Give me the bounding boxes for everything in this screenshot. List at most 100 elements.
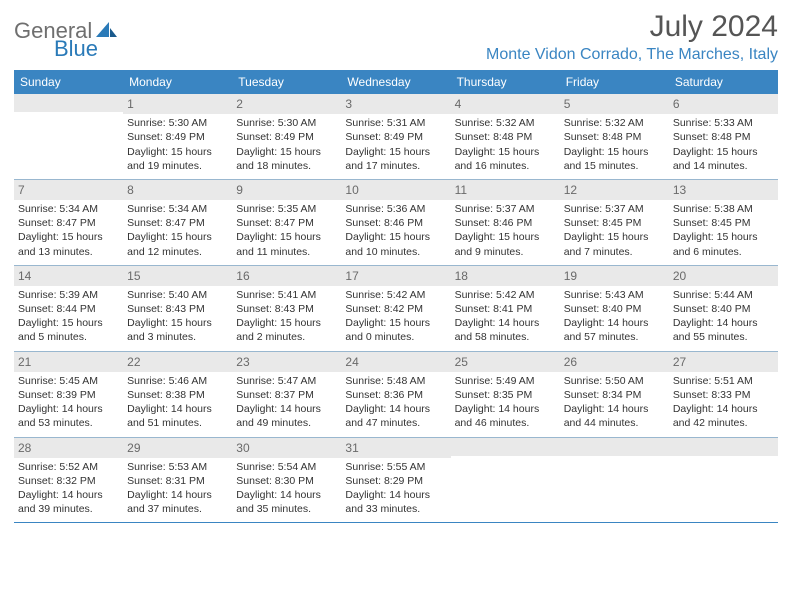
day-cell: 11Sunrise: 5:37 AMSunset: 8:46 PMDayligh… bbox=[451, 179, 560, 265]
day-body: Sunrise: 5:45 AMSunset: 8:39 PMDaylight:… bbox=[18, 374, 119, 431]
week-row: 28Sunrise: 5:52 AMSunset: 8:32 PMDayligh… bbox=[14, 437, 778, 523]
day-cell: 16Sunrise: 5:41 AMSunset: 8:43 PMDayligh… bbox=[232, 265, 341, 351]
sunrise-text: Sunrise: 5:34 AM bbox=[18, 202, 119, 216]
sunset-text: Sunset: 8:49 PM bbox=[236, 130, 337, 144]
sunrise-text: Sunrise: 5:37 AM bbox=[455, 202, 556, 216]
daylight-text: Daylight: 14 hours and 51 minutes. bbox=[127, 402, 228, 430]
day-cell: 14Sunrise: 5:39 AMSunset: 8:44 PMDayligh… bbox=[14, 265, 123, 351]
day-body bbox=[455, 458, 556, 514]
daylight-text: Daylight: 15 hours and 5 minutes. bbox=[18, 316, 119, 344]
daylight-text: Daylight: 14 hours and 42 minutes. bbox=[673, 402, 774, 430]
day-cell bbox=[669, 437, 778, 523]
week-row: 21Sunrise: 5:45 AMSunset: 8:39 PMDayligh… bbox=[14, 351, 778, 437]
empty-day-num bbox=[451, 438, 560, 456]
daylight-text: Daylight: 15 hours and 18 minutes. bbox=[236, 145, 337, 173]
day-number: 29 bbox=[123, 438, 232, 458]
day-number: 23 bbox=[232, 352, 341, 372]
sunrise-text: Sunrise: 5:44 AM bbox=[673, 288, 774, 302]
daylight-text: Daylight: 14 hours and 44 minutes. bbox=[564, 402, 665, 430]
daylight-text: Daylight: 15 hours and 19 minutes. bbox=[127, 145, 228, 173]
sunset-text: Sunset: 8:36 PM bbox=[345, 388, 446, 402]
day-cell: 7Sunrise: 5:34 AMSunset: 8:47 PMDaylight… bbox=[14, 179, 123, 265]
sunrise-text: Sunrise: 5:37 AM bbox=[564, 202, 665, 216]
sunset-text: Sunset: 8:46 PM bbox=[455, 216, 556, 230]
day-number: 8 bbox=[123, 180, 232, 200]
sunset-text: Sunset: 8:48 PM bbox=[455, 130, 556, 144]
sunset-text: Sunset: 8:47 PM bbox=[236, 216, 337, 230]
calendar-table: Sunday Monday Tuesday Wednesday Thursday… bbox=[14, 70, 778, 523]
location-subtitle: Monte Vidon Corrado, The Marches, Italy bbox=[486, 46, 778, 64]
brand-name-2-wrap: Blue bbox=[14, 36, 98, 62]
day-cell: 22Sunrise: 5:46 AMSunset: 8:38 PMDayligh… bbox=[123, 351, 232, 437]
title-block: July 2024 Monte Vidon Corrado, The March… bbox=[486, 10, 778, 64]
sunset-text: Sunset: 8:40 PM bbox=[564, 302, 665, 316]
calendar-body: 1Sunrise: 5:30 AMSunset: 8:49 PMDaylight… bbox=[14, 94, 778, 523]
day-body: Sunrise: 5:36 AMSunset: 8:46 PMDaylight:… bbox=[345, 202, 446, 259]
month-title: July 2024 bbox=[486, 10, 778, 44]
day-number: 27 bbox=[669, 352, 778, 372]
day-body: Sunrise: 5:34 AMSunset: 8:47 PMDaylight:… bbox=[127, 202, 228, 259]
day-body bbox=[673, 458, 774, 514]
week-row: 1Sunrise: 5:30 AMSunset: 8:49 PMDaylight… bbox=[14, 94, 778, 179]
sunset-text: Sunset: 8:43 PM bbox=[236, 302, 337, 316]
sunrise-text: Sunrise: 5:30 AM bbox=[127, 116, 228, 130]
dow-sat: Saturday bbox=[669, 70, 778, 94]
sunset-text: Sunset: 8:42 PM bbox=[345, 302, 446, 316]
day-cell: 30Sunrise: 5:54 AMSunset: 8:30 PMDayligh… bbox=[232, 437, 341, 523]
sunrise-text: Sunrise: 5:31 AM bbox=[345, 116, 446, 130]
sunrise-text: Sunrise: 5:41 AM bbox=[236, 288, 337, 302]
brand-sail-icon bbox=[96, 20, 118, 43]
day-number: 20 bbox=[669, 266, 778, 286]
day-cell: 17Sunrise: 5:42 AMSunset: 8:42 PMDayligh… bbox=[341, 265, 450, 351]
daylight-text: Daylight: 15 hours and 6 minutes. bbox=[673, 230, 774, 258]
day-number: 12 bbox=[560, 180, 669, 200]
day-number: 5 bbox=[560, 94, 669, 114]
day-body: Sunrise: 5:51 AMSunset: 8:33 PMDaylight:… bbox=[673, 374, 774, 431]
sunset-text: Sunset: 8:31 PM bbox=[127, 474, 228, 488]
daylight-text: Daylight: 15 hours and 14 minutes. bbox=[673, 145, 774, 173]
day-number: 7 bbox=[14, 180, 123, 200]
day-number: 15 bbox=[123, 266, 232, 286]
sunset-text: Sunset: 8:47 PM bbox=[127, 216, 228, 230]
week-row: 14Sunrise: 5:39 AMSunset: 8:44 PMDayligh… bbox=[14, 265, 778, 351]
day-cell: 2Sunrise: 5:30 AMSunset: 8:49 PMDaylight… bbox=[232, 94, 341, 179]
day-body: Sunrise: 5:40 AMSunset: 8:43 PMDaylight:… bbox=[127, 288, 228, 345]
day-cell: 9Sunrise: 5:35 AMSunset: 8:47 PMDaylight… bbox=[232, 179, 341, 265]
daylight-text: Daylight: 14 hours and 46 minutes. bbox=[455, 402, 556, 430]
day-cell bbox=[451, 437, 560, 523]
day-cell: 4Sunrise: 5:32 AMSunset: 8:48 PMDaylight… bbox=[451, 94, 560, 179]
sunrise-text: Sunrise: 5:51 AM bbox=[673, 374, 774, 388]
day-body: Sunrise: 5:30 AMSunset: 8:49 PMDaylight:… bbox=[236, 116, 337, 173]
sunrise-text: Sunrise: 5:40 AM bbox=[127, 288, 228, 302]
sunset-text: Sunset: 8:39 PM bbox=[18, 388, 119, 402]
sunrise-text: Sunrise: 5:49 AM bbox=[455, 374, 556, 388]
day-body: Sunrise: 5:39 AMSunset: 8:44 PMDaylight:… bbox=[18, 288, 119, 345]
sunset-text: Sunset: 8:44 PM bbox=[18, 302, 119, 316]
sunrise-text: Sunrise: 5:35 AM bbox=[236, 202, 337, 216]
day-body: Sunrise: 5:37 AMSunset: 8:45 PMDaylight:… bbox=[564, 202, 665, 259]
day-cell: 19Sunrise: 5:43 AMSunset: 8:40 PMDayligh… bbox=[560, 265, 669, 351]
day-cell: 8Sunrise: 5:34 AMSunset: 8:47 PMDaylight… bbox=[123, 179, 232, 265]
daylight-text: Daylight: 15 hours and 17 minutes. bbox=[345, 145, 446, 173]
daylight-text: Daylight: 15 hours and 16 minutes. bbox=[455, 145, 556, 173]
day-body: Sunrise: 5:35 AMSunset: 8:47 PMDaylight:… bbox=[236, 202, 337, 259]
daylight-text: Daylight: 15 hours and 10 minutes. bbox=[345, 230, 446, 258]
day-cell: 26Sunrise: 5:50 AMSunset: 8:34 PMDayligh… bbox=[560, 351, 669, 437]
daylight-text: Daylight: 15 hours and 15 minutes. bbox=[564, 145, 665, 173]
sunset-text: Sunset: 8:30 PM bbox=[236, 474, 337, 488]
day-body: Sunrise: 5:44 AMSunset: 8:40 PMDaylight:… bbox=[673, 288, 774, 345]
day-body: Sunrise: 5:55 AMSunset: 8:29 PMDaylight:… bbox=[345, 460, 446, 517]
daylight-text: Daylight: 14 hours and 55 minutes. bbox=[673, 316, 774, 344]
day-number: 17 bbox=[341, 266, 450, 286]
day-body: Sunrise: 5:33 AMSunset: 8:48 PMDaylight:… bbox=[673, 116, 774, 173]
day-body: Sunrise: 5:41 AMSunset: 8:43 PMDaylight:… bbox=[236, 288, 337, 345]
daylight-text: Daylight: 14 hours and 47 minutes. bbox=[345, 402, 446, 430]
day-cell: 12Sunrise: 5:37 AMSunset: 8:45 PMDayligh… bbox=[560, 179, 669, 265]
sunrise-text: Sunrise: 5:55 AM bbox=[345, 460, 446, 474]
day-number: 14 bbox=[14, 266, 123, 286]
sunrise-text: Sunrise: 5:34 AM bbox=[127, 202, 228, 216]
daylight-text: Daylight: 14 hours and 33 minutes. bbox=[345, 488, 446, 516]
sunset-text: Sunset: 8:35 PM bbox=[455, 388, 556, 402]
sunrise-text: Sunrise: 5:52 AM bbox=[18, 460, 119, 474]
daylight-text: Daylight: 14 hours and 57 minutes. bbox=[564, 316, 665, 344]
